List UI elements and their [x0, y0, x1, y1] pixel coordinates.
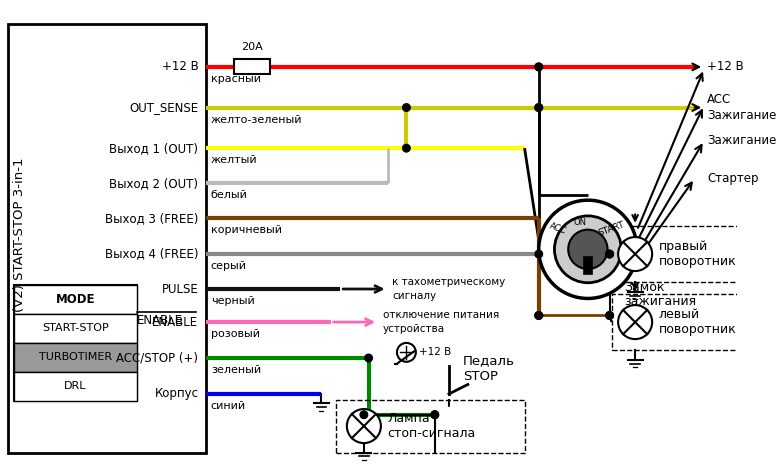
Circle shape	[618, 305, 652, 339]
Text: START-STOP: START-STOP	[42, 323, 109, 333]
Circle shape	[535, 104, 543, 111]
Bar	[14, 343, 137, 372]
Circle shape	[606, 250, 613, 258]
Text: Зажигание: Зажигание	[707, 134, 776, 147]
Circle shape	[539, 200, 637, 298]
Circle shape	[360, 411, 367, 418]
Text: Педаль: Педаль	[463, 354, 515, 367]
Bar	[235, 59, 271, 75]
Circle shape	[535, 312, 543, 319]
Bar	[335, 399, 525, 453]
Bar	[8, 24, 206, 453]
Text: правый: правый	[659, 240, 708, 253]
Text: синий: синий	[211, 401, 246, 411]
Circle shape	[555, 216, 622, 283]
Text: поворотник: поворотник	[659, 255, 736, 268]
Text: Замок: Замок	[624, 281, 665, 294]
Text: OUT_SENSE: OUT_SENSE	[129, 101, 198, 114]
Text: START: START	[597, 219, 626, 238]
Circle shape	[402, 104, 410, 111]
Text: устройства: устройства	[383, 323, 445, 334]
Circle shape	[535, 250, 543, 258]
Text: красный: красный	[211, 74, 261, 84]
Bar	[584, 257, 592, 274]
Circle shape	[606, 312, 613, 319]
Text: левый: левый	[659, 308, 700, 321]
Text: ON: ON	[574, 218, 587, 228]
Text: розовый: розовый	[211, 329, 260, 339]
Text: зажигания: зажигания	[624, 295, 696, 308]
Circle shape	[535, 63, 543, 71]
Text: ACC: ACC	[548, 221, 568, 236]
Text: Выход 1 (OUT): Выход 1 (OUT)	[109, 142, 198, 155]
Text: желтый: желтый	[211, 155, 257, 165]
Text: Корпус: Корпус	[154, 388, 198, 400]
Text: (V2) START-STOP 3-in-1: (V2) START-STOP 3-in-1	[13, 158, 27, 313]
Text: ENABLE: ENABLE	[137, 314, 183, 327]
Text: отключение питания: отключение питания	[383, 311, 499, 321]
Circle shape	[397, 343, 416, 362]
Text: серый: серый	[211, 261, 246, 271]
Circle shape	[431, 411, 438, 418]
Bar	[14, 285, 137, 314]
Text: поворотник: поворотник	[659, 323, 736, 336]
Text: стоп-сигнала: стоп-сигнала	[388, 427, 476, 440]
Bar	[14, 285, 137, 400]
Bar	[612, 294, 744, 351]
Circle shape	[568, 229, 608, 269]
Text: Зажигание: Зажигание	[707, 109, 776, 122]
Bar	[14, 314, 137, 343]
Text: ACC/STOP (+): ACC/STOP (+)	[116, 352, 198, 364]
Text: черный: черный	[211, 296, 254, 306]
Text: +12 В: +12 В	[161, 60, 198, 74]
Text: ENABLE: ENABLE	[152, 315, 198, 329]
Circle shape	[618, 237, 652, 271]
Circle shape	[606, 250, 613, 258]
Text: белый: белый	[211, 190, 247, 200]
Text: 20A: 20A	[242, 42, 263, 52]
Circle shape	[535, 63, 543, 71]
Text: Выход 4 (FREE): Выход 4 (FREE)	[105, 247, 198, 261]
Text: MODE: MODE	[56, 293, 95, 306]
Circle shape	[431, 411, 438, 418]
Text: Выход 2 (OUT): Выход 2 (OUT)	[109, 177, 198, 190]
Circle shape	[606, 312, 613, 319]
Text: PULSE: PULSE	[161, 283, 198, 295]
Text: коричневый: коричневый	[211, 226, 282, 236]
Text: Стартер: Стартер	[707, 172, 758, 185]
Text: +12 В: +12 В	[419, 347, 451, 357]
Text: TURBOTIMER: TURBOTIMER	[39, 352, 112, 362]
Bar	[14, 372, 137, 400]
Circle shape	[535, 104, 543, 111]
Text: Лампа: Лампа	[388, 412, 430, 425]
Circle shape	[347, 409, 381, 443]
Text: желто-зеленый: желто-зеленый	[211, 115, 303, 125]
Text: DRL: DRL	[65, 381, 87, 391]
Text: +12 В: +12 В	[707, 60, 743, 74]
Circle shape	[402, 144, 410, 152]
Text: Выход 3 (FREE): Выход 3 (FREE)	[105, 212, 198, 225]
Circle shape	[535, 312, 543, 319]
Text: STOP: STOP	[463, 370, 498, 383]
Text: к тахометрическому: к тахометрическому	[392, 277, 505, 287]
Circle shape	[365, 354, 372, 362]
Text: зеленый: зеленый	[211, 365, 261, 375]
Text: ACC: ACC	[707, 94, 731, 106]
Bar	[612, 226, 744, 283]
Text: сигналу: сигналу	[392, 291, 436, 301]
